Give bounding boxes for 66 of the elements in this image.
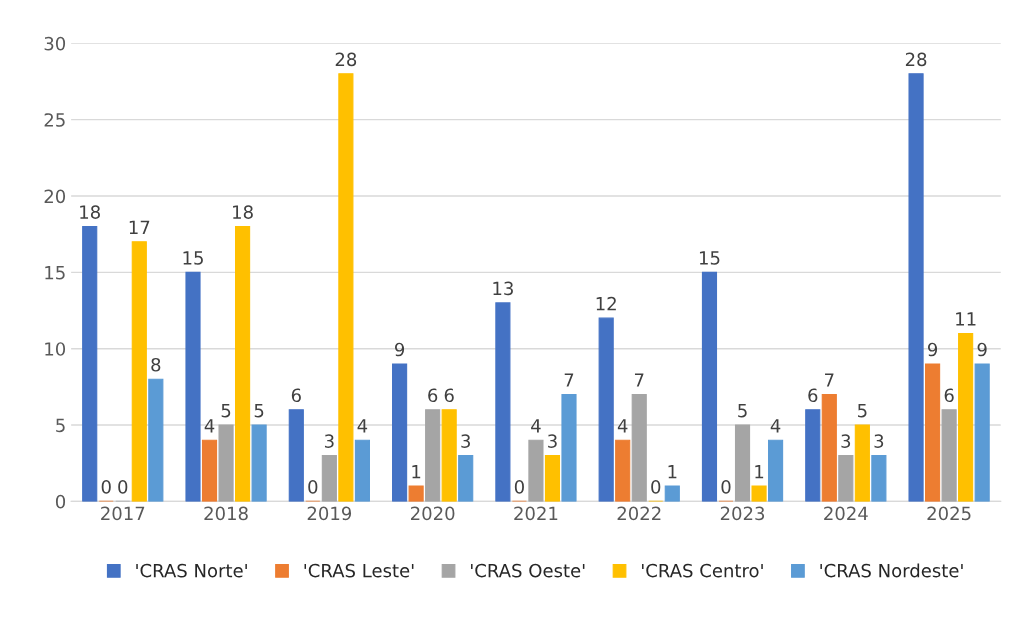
data-label: 15 <box>183 251 203 265</box>
legend-label: 'CRAS Oeste' <box>471 563 585 578</box>
x-tick-label: 2017 <box>101 506 145 521</box>
data-label: 0 <box>308 480 318 494</box>
data-label: 18 <box>233 205 253 219</box>
x-tick-label: 2019 <box>307 506 352 521</box>
data-label: 1 <box>755 465 764 479</box>
legend-label: 'CRAS Norte' <box>136 563 247 578</box>
x-tick-label: 2020 <box>410 506 455 521</box>
data-label: 0 <box>118 480 128 494</box>
x-tick-label: 2023 <box>720 506 765 521</box>
data-label: 13 <box>493 281 513 296</box>
y-tick-label: 30 <box>44 36 66 51</box>
data-label: 5 <box>221 403 231 418</box>
x-tick-label: 2024 <box>824 506 868 521</box>
data-label: 3 <box>548 434 557 448</box>
legend-label: 'CRAS Nordeste' <box>820 563 963 578</box>
data-label: 5 <box>858 403 867 418</box>
x-tick-label: 2022 <box>617 506 661 521</box>
y-tick-label: 0 <box>55 494 66 509</box>
data-label: 11 <box>956 312 976 326</box>
data-label: 0 <box>721 480 731 494</box>
y-tick-label: 25 <box>44 113 65 127</box>
data-label: 5 <box>254 403 264 418</box>
data-label: 4 <box>531 419 541 433</box>
data-label: 3 <box>324 434 334 448</box>
y-tick-label: 10 <box>45 342 66 356</box>
data-label: 3 <box>841 434 851 448</box>
x-tick-label: 2021 <box>514 506 558 521</box>
data-label: 1 <box>412 465 421 479</box>
data-label: 12 <box>596 296 616 311</box>
y-tick-label: 20 <box>44 189 66 204</box>
data-label: 7 <box>634 373 644 387</box>
data-label: 0 <box>101 480 111 494</box>
x-tick-label: 2018 <box>204 506 248 521</box>
data-label: 0 <box>651 480 661 494</box>
data-label: 3 <box>874 434 884 448</box>
data-label: 1 <box>668 465 677 479</box>
data-label: 28 <box>335 52 357 67</box>
data-label: 8 <box>151 357 161 372</box>
data-label: 6 <box>808 388 818 403</box>
y-tick-label: 5 <box>56 418 65 433</box>
data-label: 4 <box>617 419 628 433</box>
data-label: 15 <box>699 251 720 265</box>
y-tick-label: 15 <box>45 266 65 280</box>
legend-label: 'CRAS Centro' <box>642 563 763 578</box>
data-label: 4 <box>204 419 215 433</box>
data-label: 7 <box>564 373 574 387</box>
data-label: 9 <box>977 342 987 357</box>
data-label: 17 <box>129 220 150 234</box>
data-label: 9 <box>927 342 938 357</box>
data-label: 0 <box>514 480 524 494</box>
data-label: 6 <box>291 388 301 403</box>
legend-label: 'CRAS Leste' <box>304 563 414 578</box>
data-label: 28 <box>905 52 927 67</box>
x-tick-label: 2025 <box>927 506 971 521</box>
data-label: 7 <box>825 373 834 387</box>
data-label: 6 <box>444 388 454 403</box>
data-label: 6 <box>944 388 954 403</box>
data-label: 5 <box>738 403 747 418</box>
data-label: 4 <box>357 419 368 433</box>
data-label: 6 <box>428 388 438 403</box>
data-label: 4 <box>770 419 781 433</box>
data-label: 9 <box>394 342 405 357</box>
data-label: 18 <box>80 205 100 219</box>
data-label: 3 <box>461 434 470 448</box>
